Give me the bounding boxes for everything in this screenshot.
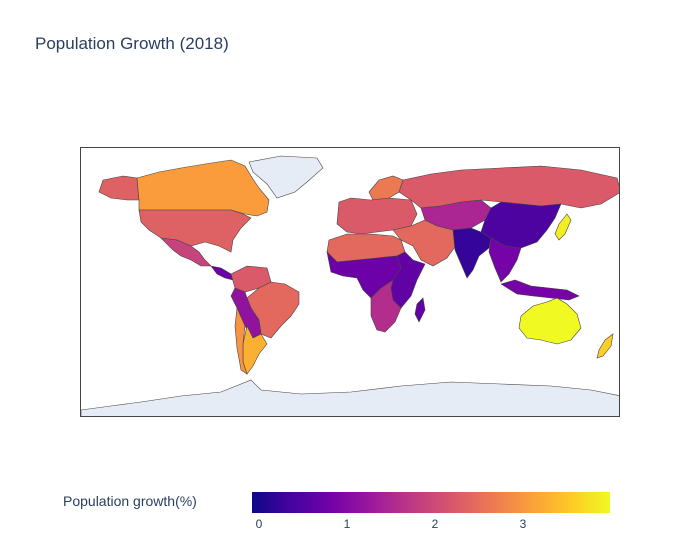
region-middle-east[interactable]: [392, 219, 458, 267]
region-greenland[interactable]: [248, 155, 324, 199]
region-indonesia[interactable]: [500, 279, 580, 301]
region-india[interactable]: [452, 227, 492, 279]
region-east-africa[interactable]: [390, 251, 426, 309]
region-new-zealand[interactable]: [596, 333, 614, 359]
colorbar-tick-1: 1: [343, 517, 351, 531]
map-svg: [81, 155, 620, 417]
region-chile[interactable]: [234, 306, 248, 375]
region-alaska[interactable]: [98, 175, 140, 201]
region-australia[interactable]: [518, 297, 582, 345]
region-canada[interactable]: [136, 159, 270, 217]
colorbar-title: Population growth(%): [63, 493, 197, 509]
region-central-america[interactable]: [210, 265, 234, 281]
region-russia[interactable]: [398, 165, 620, 209]
chart-title: Population Growth (2018): [35, 34, 229, 53]
world-map[interactable]: [80, 147, 620, 417]
colorbar-tick-3: 3: [519, 517, 527, 531]
region-japan[interactable]: [554, 213, 572, 241]
region-antarctica[interactable]: [81, 379, 620, 417]
colorbar-tick-0: 0: [255, 517, 263, 531]
colorbar-tick-2: 2: [431, 517, 439, 531]
colorbar: [252, 492, 610, 513]
region-southern-africa[interactable]: [370, 279, 402, 333]
region-southeast-asia[interactable]: [488, 237, 522, 283]
region-united-states[interactable]: [138, 209, 252, 253]
region-madagascar[interactable]: [414, 297, 426, 323]
